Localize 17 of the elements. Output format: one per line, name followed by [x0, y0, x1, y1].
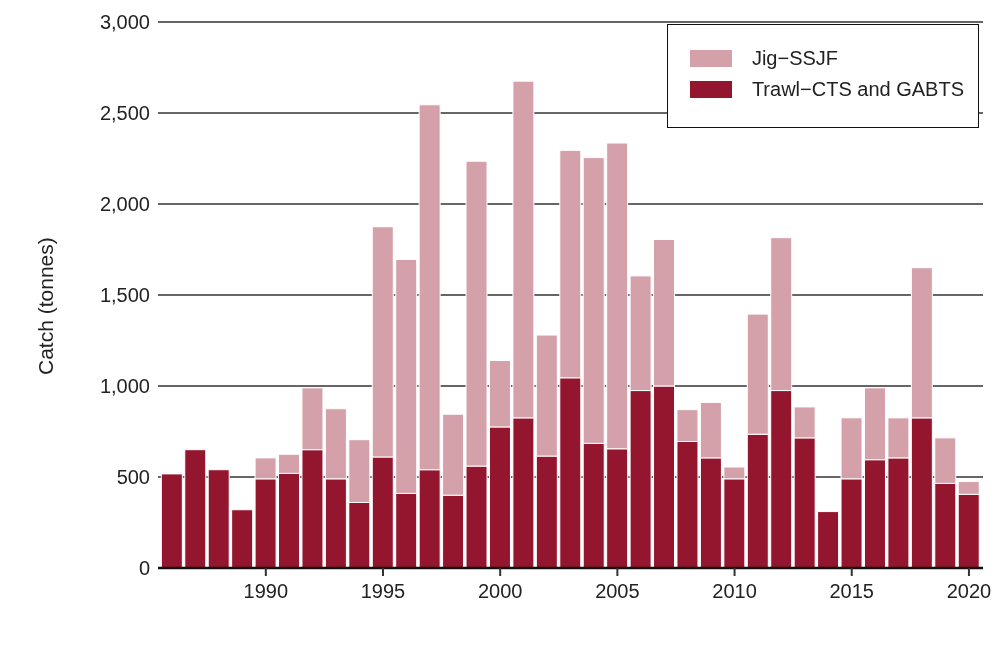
- x-tick-label: 1995: [360, 580, 406, 603]
- y-tick-label: 1,500: [99, 284, 150, 307]
- x-tick-label: 2020: [946, 580, 992, 603]
- y-tick-label: 2,500: [99, 102, 150, 125]
- x-tick-label: 1990: [243, 580, 289, 603]
- x-tick-label: 2015: [829, 580, 874, 603]
- y-tick-label: 2,000: [99, 193, 150, 216]
- y-tick-label: 0: [138, 557, 150, 580]
- x-tick-label: 2000: [477, 580, 523, 603]
- legend-label: Jig−SSJF: [751, 47, 839, 70]
- y-tick-label: 1,000: [99, 375, 150, 398]
- y-tick-label: 3,000: [99, 11, 150, 34]
- legend-label: Trawl−CTS and GABTS: [751, 78, 964, 101]
- x-tick-label: 2005: [595, 580, 640, 603]
- y-axis-title: Catch (tonnes): [34, 237, 58, 375]
- x-tick-label: 2010: [712, 580, 757, 603]
- y-tick-label: 500: [116, 466, 150, 489]
